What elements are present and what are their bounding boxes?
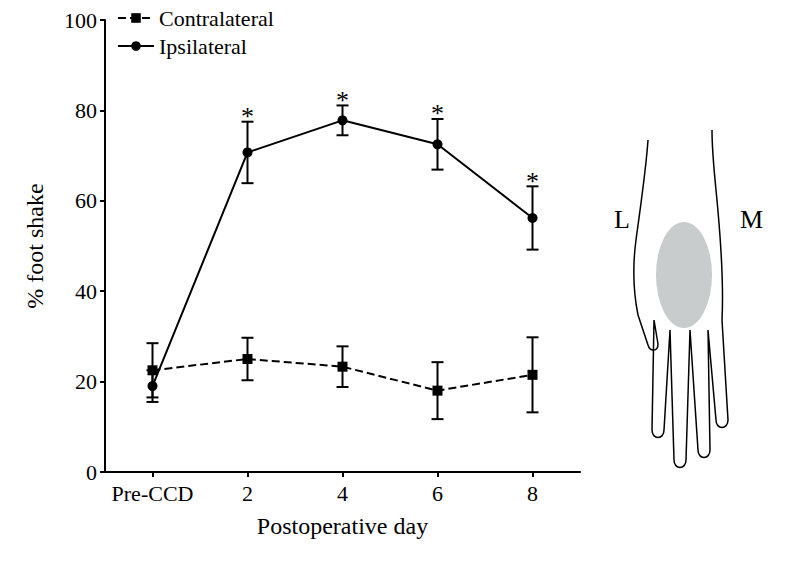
svg-text:L: L [614,205,630,234]
svg-text:Postoperative day: Postoperative day [257,513,428,539]
svg-text:*: * [336,86,349,115]
svg-text:*: * [241,102,254,131]
svg-text:2: 2 [242,481,253,506]
svg-text:Pre-CCD: Pre-CCD [112,481,194,506]
svg-text:% foot shake: % foot shake [22,183,48,308]
svg-text:4: 4 [337,481,348,506]
svg-text:20: 20 [75,369,97,394]
svg-text:6: 6 [432,481,443,506]
svg-text:M: M [740,205,763,234]
svg-text:Contralateral: Contralateral [159,6,274,31]
svg-text:8: 8 [527,481,538,506]
svg-text:100: 100 [64,8,97,33]
svg-text:Ipsilateral: Ipsilateral [159,34,247,59]
svg-text:*: * [431,99,444,128]
svg-text:60: 60 [75,188,97,213]
svg-text:*: * [526,167,539,196]
svg-text:0: 0 [86,460,97,485]
svg-text:80: 80 [75,98,97,123]
svg-text:40: 40 [75,279,97,304]
